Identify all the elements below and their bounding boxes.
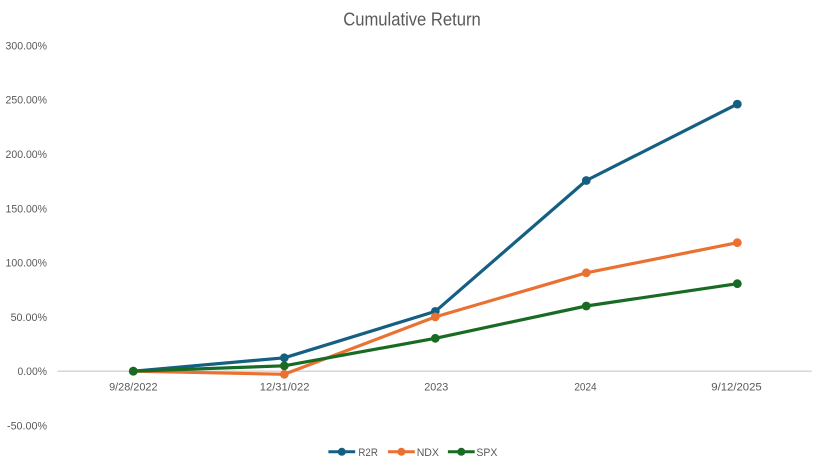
svg-text:2023: 2023: [424, 381, 448, 393]
svg-text:100.00%: 100.00%: [6, 258, 48, 270]
svg-text:250.00%: 250.00%: [6, 95, 48, 107]
svg-text:50.00%: 50.00%: [11, 312, 48, 324]
svg-text:0.00%: 0.00%: [18, 366, 48, 378]
svg-text:12/31/022: 12/31/022: [260, 381, 310, 393]
svg-text:300.00%: 300.00%: [6, 40, 48, 52]
svg-text:Cumulative Return: Cumulative Return: [343, 8, 481, 29]
svg-text:-50.00%: -50.00%: [7, 420, 47, 432]
svg-text:R2R: R2R: [358, 447, 378, 459]
svg-text:9/12/2025: 9/12/2025: [711, 381, 762, 393]
svg-text:9/28/2022: 9/28/2022: [109, 381, 157, 393]
svg-text:NDX: NDX: [417, 447, 440, 459]
svg-text:150.00%: 150.00%: [6, 203, 48, 215]
svg-text:200.00%: 200.00%: [6, 149, 48, 161]
svg-text:2024: 2024: [574, 381, 596, 393]
svg-text:SPX: SPX: [476, 447, 498, 459]
